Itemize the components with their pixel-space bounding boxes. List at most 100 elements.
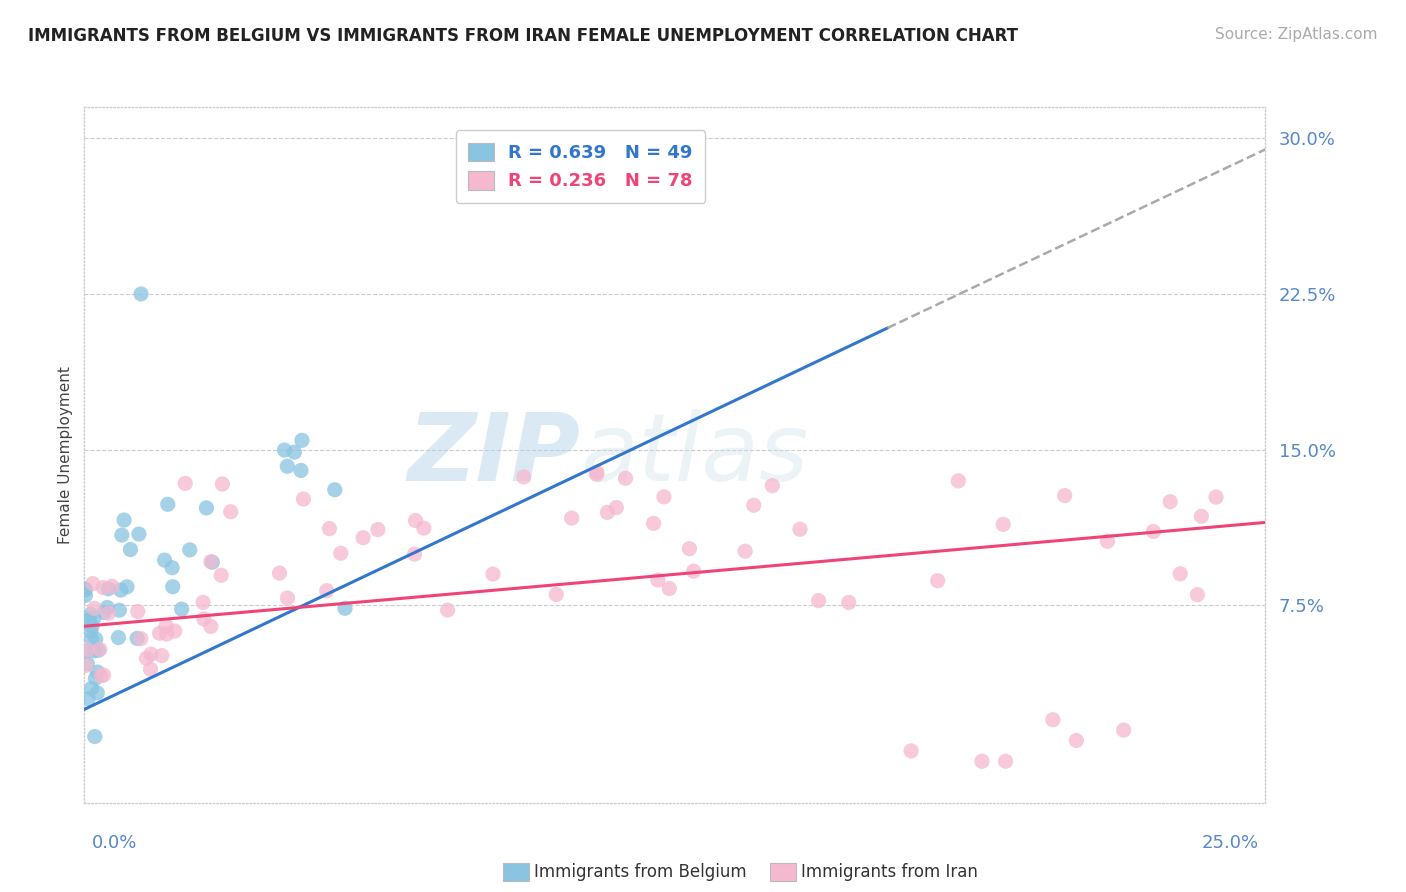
Point	[86, 686, 108, 700]
Point	[156, 627, 179, 641]
Point	[352, 531, 374, 545]
Point	[90, 669, 112, 683]
Point	[1159, 494, 1181, 508]
Point	[153, 553, 176, 567]
Point	[129, 632, 152, 646]
Legend: R = 0.639   N = 49, R = 0.236   N = 78: R = 0.639 N = 49, R = 0.236 N = 78	[456, 130, 706, 203]
Point	[948, 474, 970, 488]
Point	[79, 612, 101, 626]
Point	[79, 607, 101, 622]
Point	[191, 595, 214, 609]
Text: 0.0%: 0.0%	[91, 834, 136, 852]
Point	[329, 546, 352, 560]
Point	[1097, 534, 1119, 549]
Point	[993, 517, 1015, 532]
Point	[994, 754, 1017, 768]
Point	[1168, 566, 1191, 581]
Point	[77, 691, 100, 706]
Point	[734, 544, 756, 558]
Point	[1053, 489, 1076, 503]
Point	[91, 581, 114, 595]
Point	[405, 513, 427, 527]
Point	[83, 601, 105, 615]
Point	[315, 583, 337, 598]
Point	[75, 582, 97, 597]
Point	[561, 511, 583, 525]
Point	[75, 644, 97, 658]
Point	[163, 624, 186, 638]
Point	[77, 614, 100, 628]
Point	[112, 513, 135, 527]
Point	[111, 528, 134, 542]
Point	[87, 643, 110, 657]
Point	[179, 542, 201, 557]
Point	[83, 730, 105, 744]
Point	[273, 443, 295, 458]
Point	[1205, 490, 1227, 504]
Point	[170, 602, 193, 616]
Point	[148, 626, 170, 640]
Point	[970, 754, 993, 768]
Point	[900, 744, 922, 758]
Text: IMMIGRANTS FROM BELGIUM VS IMMIGRANTS FROM IRAN FEMALE UNEMPLOYMENT CORRELATION : IMMIGRANTS FROM BELGIUM VS IMMIGRANTS FR…	[28, 27, 1018, 45]
Point	[596, 505, 619, 519]
Point	[201, 555, 224, 569]
Point	[128, 527, 150, 541]
Point	[269, 566, 291, 580]
Point	[367, 523, 389, 537]
Point	[927, 574, 949, 588]
Point	[156, 497, 179, 511]
Point	[761, 478, 783, 492]
Point	[209, 568, 232, 582]
Point	[80, 681, 103, 696]
Text: Immigrants from Iran: Immigrants from Iran	[801, 863, 979, 881]
Point	[333, 601, 356, 615]
Point	[110, 583, 132, 598]
Point	[652, 490, 675, 504]
Point	[276, 459, 298, 474]
Text: Source: ZipAtlas.com: Source: ZipAtlas.com	[1215, 27, 1378, 42]
Point	[291, 434, 314, 448]
Point	[84, 671, 107, 685]
Point	[93, 606, 115, 620]
Point	[412, 521, 434, 535]
Point	[120, 542, 142, 557]
Point	[193, 612, 215, 626]
Point	[292, 491, 315, 506]
Point	[742, 498, 765, 512]
Point	[115, 580, 138, 594]
Text: Immigrants from Belgium: Immigrants from Belgium	[534, 863, 747, 881]
Point	[1066, 733, 1088, 747]
Point	[789, 522, 811, 536]
Point	[585, 467, 607, 482]
Point	[150, 648, 173, 663]
Y-axis label: Female Unemployment: Female Unemployment	[58, 366, 73, 544]
Point	[436, 603, 458, 617]
Point	[93, 668, 115, 682]
Point	[838, 595, 860, 609]
Point	[84, 632, 107, 646]
Point	[127, 632, 149, 646]
Point	[482, 567, 505, 582]
Point	[512, 470, 534, 484]
Point	[73, 582, 96, 596]
Point	[89, 642, 111, 657]
Point	[643, 516, 665, 531]
Point	[75, 658, 97, 673]
Point	[658, 582, 681, 596]
Text: atlas: atlas	[581, 409, 808, 500]
Point	[211, 477, 233, 491]
Point	[83, 611, 105, 625]
Point	[107, 631, 129, 645]
Point	[276, 591, 298, 605]
Point	[1042, 713, 1064, 727]
Point	[139, 647, 162, 661]
Point	[80, 632, 103, 647]
Point	[83, 643, 105, 657]
Point	[1189, 509, 1212, 524]
Point	[200, 555, 222, 569]
Point	[80, 624, 103, 639]
Point	[647, 573, 669, 587]
Point	[1142, 524, 1164, 539]
Point	[323, 483, 346, 497]
